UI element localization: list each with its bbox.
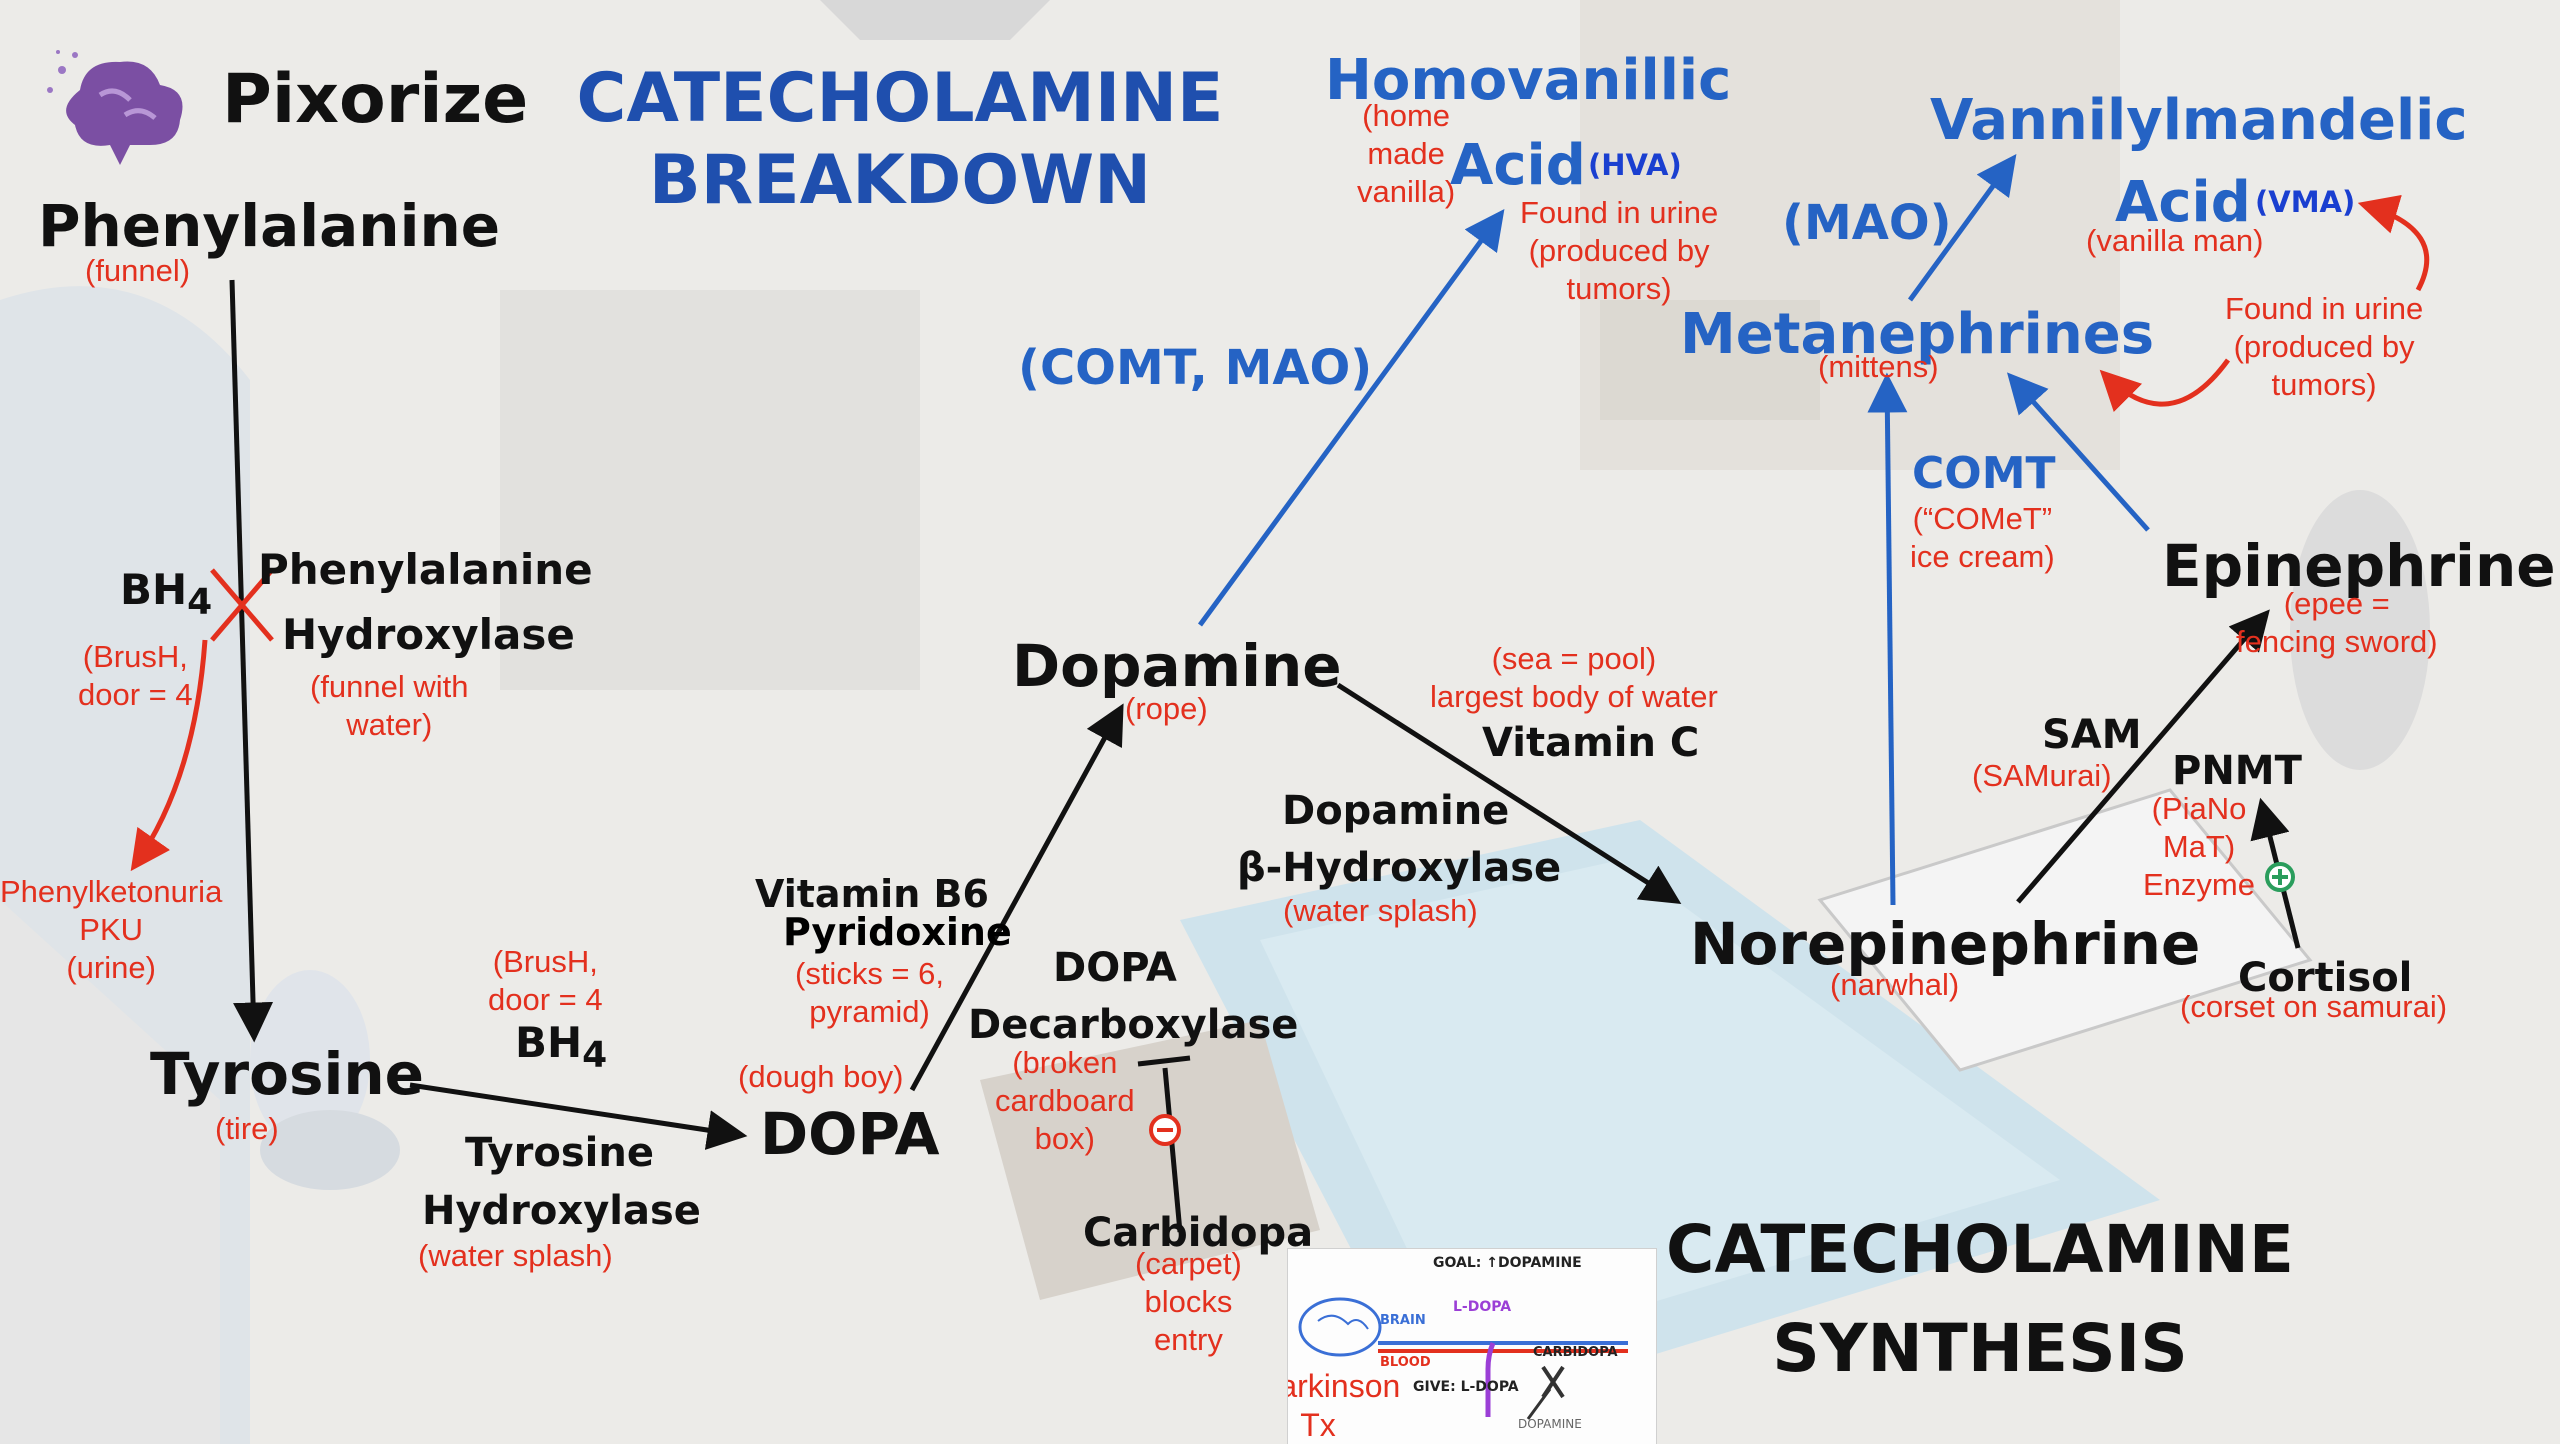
arrow-dopa-to-dopamine bbox=[909, 703, 1124, 1092]
product-vma-line2: Acid bbox=[2115, 170, 2251, 235]
note-hva-urine: Found in urine (produced by tumors) bbox=[1520, 195, 1719, 306]
node-tyrosine: Tyrosine bbox=[150, 1040, 424, 1108]
mnemonic-vitamin-c: (sea = pool) largest body of water bbox=[1430, 641, 1718, 714]
cofactor-bh4-tyr: BH4 bbox=[515, 1018, 608, 1076]
arrow-ne-to-epi bbox=[2016, 609, 2270, 904]
arrow-dopamine-to-ne bbox=[1336, 682, 1682, 905]
arrow-dopamine-to-hva bbox=[1197, 208, 1505, 627]
mnemonic-cortisol: (corset on samurai) bbox=[2180, 989, 2448, 1024]
inset-carbidopa: CARBIDOPA bbox=[1533, 1345, 1618, 1360]
cofactor-sam: SAM bbox=[2042, 712, 2142, 758]
brain-logo-icon bbox=[47, 50, 183, 165]
mnemonic-metanephrines: (mittens) bbox=[1818, 349, 1939, 384]
drug-carbidopa: Carbidopa bbox=[1083, 1210, 1314, 1256]
arrow-meta-to-vma bbox=[1907, 153, 2017, 302]
mnemonic-dopa: (dough boy) bbox=[738, 1059, 904, 1094]
product-vma-line1: Vannilylmandelic bbox=[1930, 88, 2468, 153]
mnemonic-hva: (home made vanilla) bbox=[1357, 98, 1456, 209]
mnemonic-bh4-tyr: (BrusH, door = 4 bbox=[488, 944, 603, 1017]
mnemonic-phenylalanine: (funnel) bbox=[85, 253, 191, 288]
inset-give: GIVE: L-DOPA bbox=[1413, 1379, 1519, 1395]
mnemonic-dbh: (water splash) bbox=[1283, 893, 1478, 928]
parkinson-inset[interactable]: GOAL: ↑DOPAMINE BRAIN BLOOD L-DOPA CARBI… bbox=[1287, 1248, 1657, 1444]
node-dopamine: Dopamine bbox=[1012, 632, 1342, 700]
mnemonic-dopa-decarboxylase: (broken cardboard box) bbox=[995, 1045, 1135, 1156]
brand-name[interactable]: Pixorize bbox=[222, 60, 529, 139]
enzyme-tyr-hydroxylase-line1: Tyrosine bbox=[465, 1130, 654, 1176]
arrow-epi-to-metanephrines bbox=[2006, 372, 2150, 532]
arrow-phe-to-tyr bbox=[229, 279, 274, 1043]
cofactor-bh4-phe: BH4 bbox=[120, 565, 213, 623]
node-cortisol: Cortisol bbox=[2238, 955, 2413, 1001]
enzyme-dopa-decarboxylase-line1: DOPA bbox=[1053, 945, 1177, 991]
mnemonic-sam: (SAMurai) bbox=[1972, 758, 2112, 793]
enzyme-pnmt: PNMT bbox=[2172, 748, 2302, 794]
inset-brain: BRAIN bbox=[1380, 1313, 1426, 1328]
inset-goal: GOAL: ↑DOPAMINE bbox=[1433, 1255, 1582, 1271]
vitamin-b6: Vitamin B6 bbox=[755, 872, 989, 916]
enzyme-mao: (MAO) bbox=[1782, 195, 1952, 251]
mnemonic-comt: (“COMeT” ice cream) bbox=[1910, 501, 2055, 574]
node-norepinephrine: Norepinephrine bbox=[1690, 910, 2201, 978]
enzyme-phe-hydroxylase-line1: Phenylalanine bbox=[258, 545, 593, 594]
mnemonic-pnmt: (PiaNo MaT) Enzyme bbox=[2143, 791, 2255, 902]
enzyme-tyr-hydroxylase-line2: Hydroxylase bbox=[422, 1188, 701, 1234]
enzyme-comt: COMT bbox=[1912, 448, 2056, 499]
arrow-note-to-vma bbox=[2357, 194, 2430, 292]
vitamin-c: Vitamin C bbox=[1482, 720, 1700, 766]
mnemonic-carbidopa: (carpet) blocks entry bbox=[1135, 1246, 1242, 1357]
inset-caption: Parkinson Tx bbox=[1288, 1368, 1401, 1444]
inset-sketch bbox=[1298, 1297, 1628, 1420]
mnemonic-bh4-phe: (BrusH, door = 4 bbox=[78, 639, 193, 712]
node-phenylalanine: Phenylalanine bbox=[38, 192, 501, 260]
product-hva-line1: Homovanillic bbox=[1325, 48, 1732, 113]
arrow-tyr-to-dopa bbox=[409, 1082, 748, 1150]
mnemonic-vma: (vanilla man) bbox=[2086, 223, 2264, 258]
arrow-carbidopa-inhibit bbox=[1162, 1067, 1183, 1233]
arrow-ne-to-metanephrines bbox=[1867, 372, 1908, 906]
arrow-carbidopa-tbar bbox=[1137, 1055, 1191, 1067]
mnemonic-phe-hydroxylase: (funnel with water) bbox=[310, 669, 469, 742]
product-hva-line2: Acid bbox=[1450, 133, 1586, 198]
vitamin-pyridoxine: Pyridoxine bbox=[783, 910, 1012, 954]
enzyme-dbh-line1: Dopamine bbox=[1282, 788, 1510, 834]
node-dopa: DOPA bbox=[760, 1100, 940, 1168]
pku-block-cross-2 bbox=[210, 568, 274, 642]
disease-pku: Phenylketonuria PKU (urine) bbox=[0, 874, 223, 985]
note-vma-urine: Found in urine (produced by tumors) bbox=[2225, 291, 2424, 402]
mnemonic-epinephrine: (epee = fencing sword) bbox=[2236, 586, 2438, 659]
mnemonic-tyrosine: (tire) bbox=[215, 1111, 279, 1146]
arrow-note-to-metanephrines bbox=[2099, 358, 2231, 413]
inset-dopamine: DOPAMINE bbox=[1518, 1417, 1582, 1431]
enzyme-dopa-decarboxylase-line2: Decarboxylase bbox=[968, 1002, 1299, 1048]
breakdown-heading: CATECHOLAMINE BREAKDOWN bbox=[576, 59, 1224, 220]
enzyme-phe-hydroxylase-line2: Hydroxylase bbox=[282, 610, 575, 659]
inset-ldopa: L-DOPA bbox=[1453, 1299, 1512, 1315]
mnemonic-pyridoxine: (sticks = 6, pyramid) bbox=[795, 956, 945, 1029]
mnemonic-tyr-hydroxylase: (water splash) bbox=[418, 1238, 613, 1273]
enzyme-dbh-line2: β-Hydroxylase bbox=[1237, 845, 1562, 891]
synthesis-heading: CATECHOLAMINE SYNTHESIS bbox=[1666, 1211, 2294, 1387]
mnemonic-dopamine: (rope) bbox=[1125, 691, 1208, 726]
node-epinephrine: Epinephrine bbox=[2162, 532, 2556, 600]
mnemonic-norepinephrine: (narwhal) bbox=[1830, 967, 1960, 1002]
inset-blood: BLOOD bbox=[1380, 1355, 1431, 1370]
product-hva-abbr: (HVA) bbox=[1588, 148, 1682, 182]
enzyme-comt-mao: (COMT, MAO) bbox=[1018, 340, 1373, 396]
product-metanephrines: Metanephrines bbox=[1680, 302, 2155, 367]
arrow-bh4-to-pku bbox=[130, 639, 208, 872]
product-vma-abbr: (VMA) bbox=[2255, 185, 2356, 219]
